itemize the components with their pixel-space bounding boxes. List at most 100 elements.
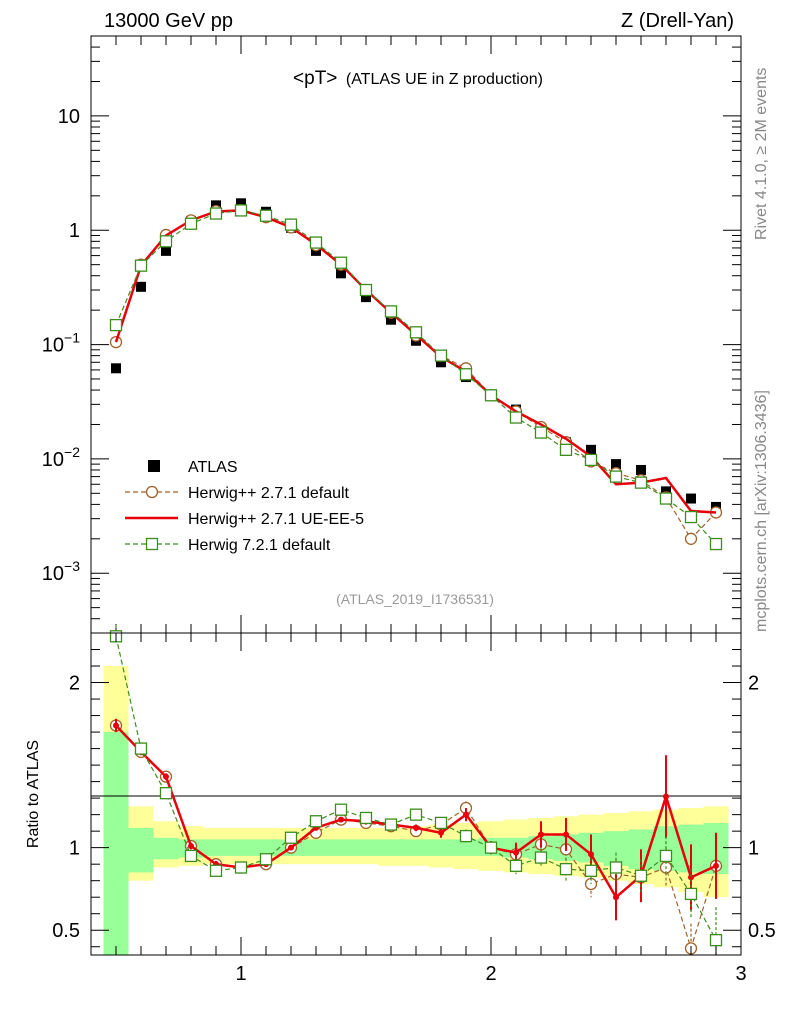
series-herwig-7-2-1-default-ratio-point [559,862,573,876]
main-marks [109,198,723,551]
series-atlas-point [161,245,171,256]
legend-herwig-7-2-1-default-label: Herwig 7.2.1 default [188,537,331,554]
series-herwig-7-2-1-default-point [434,349,448,362]
series-atlas-point [686,493,696,504]
ratio-y-tick-label-right: 1 [748,838,759,860]
series-herwig-7-2-1-default-point [384,305,398,318]
series-herwig-7-2-1-default-point [534,426,548,439]
series-herwig-2-7-1-ue-ee-5-ratio-point [563,831,569,838]
series-herwig-7-2-1-default-ratio-point [209,864,223,877]
series-herwig-2-7-1-ue-ee-5-ratio-point [688,874,694,881]
chart-title-sub: (ATLAS UE in Z production) [346,71,543,88]
y-tick-label: 1 [69,220,80,242]
series-herwig-2-7-1-ue-ee-5-ratio-point [413,824,419,831]
series-herwig-7-2-1-default-ratio-point [484,841,498,854]
band-green [353,839,379,856]
x-tick-label: 2 [485,963,496,985]
ratio-ylabel: Ratio to ATLAS [25,740,42,848]
series-herwig-7-2-1-default-ratio-point [159,787,173,800]
series-herwig-7-2-1-default-point [359,283,373,297]
series-atlas-point [236,198,246,209]
y-tick-label: 10−3 [42,558,80,585]
series-herwig-2-7-1-ue-ee-5-ratio-point [713,862,719,869]
ratio-frame [90,632,742,956]
band-green [428,839,454,856]
ratio-ticks: 1 2 3 2 2 1 1 0.5 0.5 [52,633,776,985]
series-herwig-7-2-1-default-point [684,510,698,524]
series-herwig-7-2-1-default-ratio-line [115,636,717,941]
series-herwig-7-2-1-default-ratio-point [134,742,148,755]
band-green [303,839,329,856]
series-herwig-2-7-1-ue-ee-5-ratio-point [588,851,594,858]
series-atlas-point [111,363,121,374]
x-tick-label: 3 [735,963,746,985]
side-text-bottom: mcplots.cern.ch [arXiv:1306.3436] [753,390,770,632]
series-herwig-7-2-1-default-point [284,218,298,231]
band-green [228,839,254,856]
series-herwig-7-2-1-default-point [209,207,223,220]
main-panel: 10 1 10−1 10−2 10−3 <pT> (ATLAS UE in Z prod… [42,35,742,634]
chart-title: <pT> (ATLAS UE in Z production) [293,68,543,89]
y-tick-label: 10−2 [42,444,80,471]
series-herwig-2-7-1-default-point [684,532,698,545]
chart-title-main: <pT> [293,68,337,89]
series-atlas-point [386,314,396,325]
series-herwig-7-2-1-default-ratio-point [384,818,398,831]
band-green [453,839,479,856]
legend-herwig-2-7-1-default-label: Herwig++ 2.7.1 default [188,485,350,502]
series-atlas-point [636,464,646,475]
series-herwig-7-2-1-default-ratio-point [684,887,698,901]
band-green [403,839,429,856]
band-green [103,732,129,955]
series-herwig-2-7-1-ue-ee-5-ratio-point [513,849,519,856]
series-herwig-7-2-1-default-point [309,236,323,249]
series-herwig-7-2-1-default-ratio-point [609,861,623,874]
series-herwig-7-2-1-default-ratio-point [184,849,198,863]
series-atlas-point [136,281,146,292]
band-green [128,827,154,873]
series-herwig-7-2-1-default-ratio-point [309,815,323,828]
band-green [378,839,404,856]
band-green [203,839,229,856]
series-herwig-2-7-1-ue-ee-5-ratio-point [463,811,469,818]
series-herwig-2-7-1-ue-ee-5-ratio-point [538,831,544,838]
series-atlas-point [611,459,621,470]
legend-herwig-2-7-1-default-marker [145,485,159,499]
series-herwig-7-2-1-default-point [659,492,673,505]
ratio-y-tick-label: 1 [69,838,80,860]
series-herwig-2-7-1-ue-ee-5-ratio-point [338,816,344,823]
series-herwig-7-2-1-default-ratio-point [434,816,448,830]
series-herwig-7-2-1-default-ratio-point [634,869,648,882]
series-herwig-7-2-1-default-ratio-point [709,933,723,947]
ratio-marks [109,624,723,955]
ratio-panel: 1 2 3 2 2 1 1 0.5 0.5 Ratio to ATLAS [25,624,776,985]
series-herwig-7-2-1-default-point [259,209,273,222]
series-atlas-point [361,292,371,303]
ratio-y-tick-label-right: 2 [748,673,759,695]
ratio-y-tick-label-right: 0.5 [748,920,776,942]
series-herwig-7-2-1-default-ratio-point [234,861,248,874]
header-left: 13000 GeV pp [104,10,233,32]
series-herwig-7-2-1-default-point [459,368,473,381]
series-herwig-7-2-1-default-ratio-point [584,864,598,877]
series-atlas-point [436,357,446,368]
legend-herwig-2-7-1-ue-ee-5-label: Herwig++ 2.7.1 UE-EE-5 [188,511,364,528]
x-tick-label: 1 [235,963,246,985]
series-herwig-7-2-1-default-point [559,443,573,456]
series-herwig-7-2-1-default-point [134,259,148,272]
legend-herwig-7-2-1-default-marker [145,537,159,551]
side-text-top: Rivet 4.1.0, ≥ 2M events [753,68,770,240]
series-herwig-2-7-1-ue-ee-5-ratio-point [613,894,619,901]
series-herwig-7-2-1-default-point [509,411,523,424]
y-tick-label: 10 [58,106,80,128]
series-herwig-7-2-1-default-ratio-point [509,859,523,872]
legend-atlas-label: ATLAS [188,459,238,476]
y-tick-label: 10−1 [42,330,80,357]
band-green [328,839,354,856]
series-herwig-7-2-1-default-ratio-point [659,849,673,863]
legend: ATLAS Herwig++ 2.7.1 default Herwig++ 2.7.… [125,459,364,554]
band-green [253,839,279,856]
band-green [153,837,179,860]
series-herwig-7-2-1-default-point [484,389,498,402]
